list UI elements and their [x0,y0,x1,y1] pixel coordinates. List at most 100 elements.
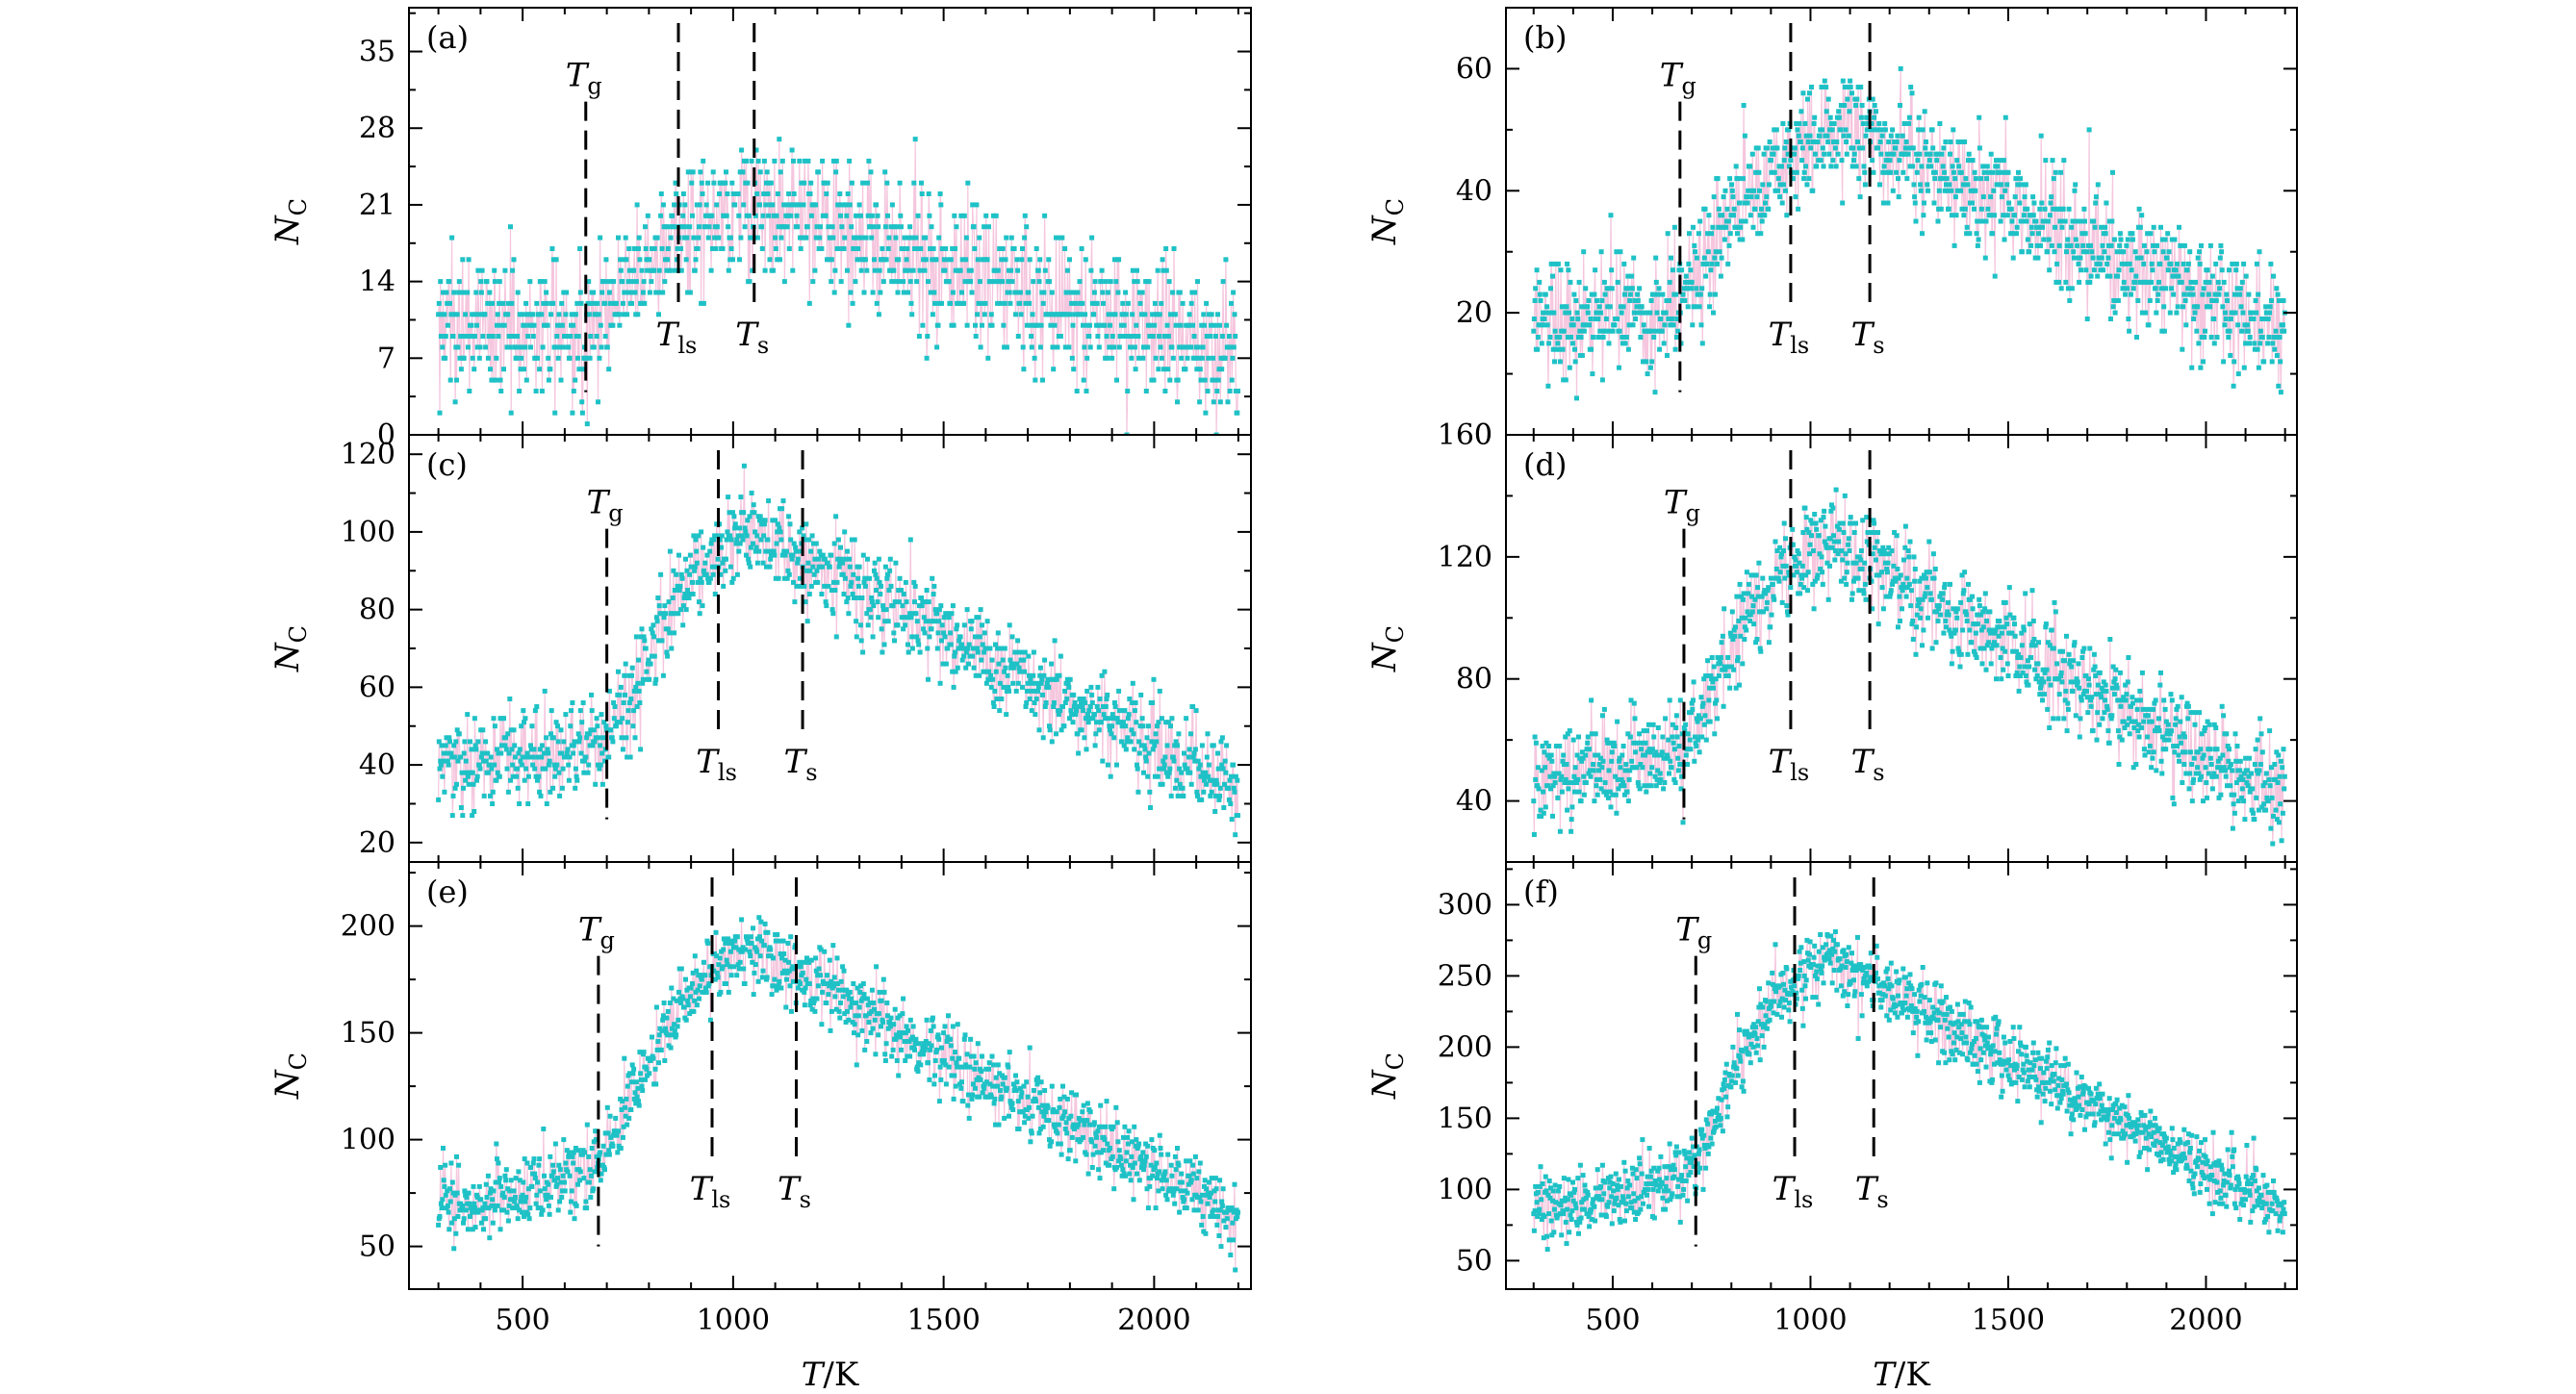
data-point [1615,279,1620,285]
data-point [1589,346,1594,352]
data-point [973,334,979,339]
data-point [1605,304,1611,310]
data-point [1822,151,1827,157]
data-point [919,191,925,196]
data-point [1119,723,1125,729]
data-point [1975,218,1980,224]
data-point [1752,206,1758,212]
data-point [1204,334,1210,339]
data-point [2002,648,2008,654]
data-point [2245,322,2250,328]
data-point [1159,300,1164,306]
data-point [2259,749,2265,755]
data-point [1975,242,1980,248]
data-point [490,334,496,339]
data-point [641,279,647,285]
data-point [1951,169,1956,175]
data-point [1115,290,1121,295]
data-point [1150,312,1156,317]
data-point [2025,237,2030,242]
data-point [664,267,670,273]
data-point [846,322,852,328]
data-point [1853,103,1858,108]
data-point [1814,575,1820,581]
data-point [647,676,652,682]
data-point [1007,300,1013,306]
data-point [1591,762,1596,767]
data-point [1558,267,1564,273]
data-point [2243,273,2249,279]
data-point [686,596,692,600]
data-point [2224,731,2230,737]
data-point [2019,643,2025,648]
data-point [1575,776,1581,782]
data-point [1949,213,1954,218]
data-point [766,548,772,554]
data-point [914,634,920,640]
data-point [2136,734,2142,740]
data-point [2276,383,2282,389]
data-point [1128,739,1134,745]
data-point [1840,78,1846,84]
data-point [1064,697,1070,701]
data-point [537,789,543,795]
data-point [1594,298,1599,303]
data-point [2033,218,2039,224]
data-point [1550,813,1555,819]
data-point [2233,261,2239,266]
data-point [1615,719,1620,724]
data-point [1541,322,1546,328]
data-point [1200,770,1206,775]
data-point [1918,182,1924,188]
data-point [1215,766,1221,772]
data-point [550,785,556,791]
data-point [522,367,526,372]
data-point [1175,377,1181,383]
data-point [773,518,778,523]
data-point [1227,389,1233,393]
data-point [441,750,446,756]
data-point [1626,322,1632,328]
data-point [1689,700,1695,706]
data-point [756,548,762,554]
data-point [1829,121,1834,126]
data-point [1721,194,1726,200]
data-point [864,267,870,273]
data-point [606,754,612,760]
data-point [1840,557,1846,563]
data-point [1904,575,1910,581]
data-point [775,529,780,535]
data-point [1541,810,1546,816]
data-point [2041,237,2047,242]
data-point [1720,213,1725,218]
data-point [1560,346,1566,352]
data-point [905,649,911,655]
data-point [2269,795,2275,800]
data-point [1149,739,1155,745]
data-point [2265,798,2271,804]
data-point [779,506,785,512]
data-point [1675,755,1681,761]
data-point [685,592,691,596]
data-point [651,634,657,640]
data-point [772,552,778,558]
data-point [1132,279,1137,285]
data-point [672,267,677,273]
data-point [1672,346,1678,352]
data-point [1015,334,1021,339]
data-point [1563,776,1569,782]
data-point [957,634,963,640]
data-point [2088,703,2094,709]
data-point [1972,206,1977,212]
data-point [1760,575,1766,581]
data-point [617,322,623,328]
data-point [1916,127,1922,133]
data-point [625,720,630,725]
data-point [517,312,523,317]
data-point [1915,603,1921,609]
data-point [536,773,542,779]
data-point [2004,621,2010,627]
data-point [441,290,446,295]
data-point [1536,786,1542,792]
data-point [1799,145,1805,151]
